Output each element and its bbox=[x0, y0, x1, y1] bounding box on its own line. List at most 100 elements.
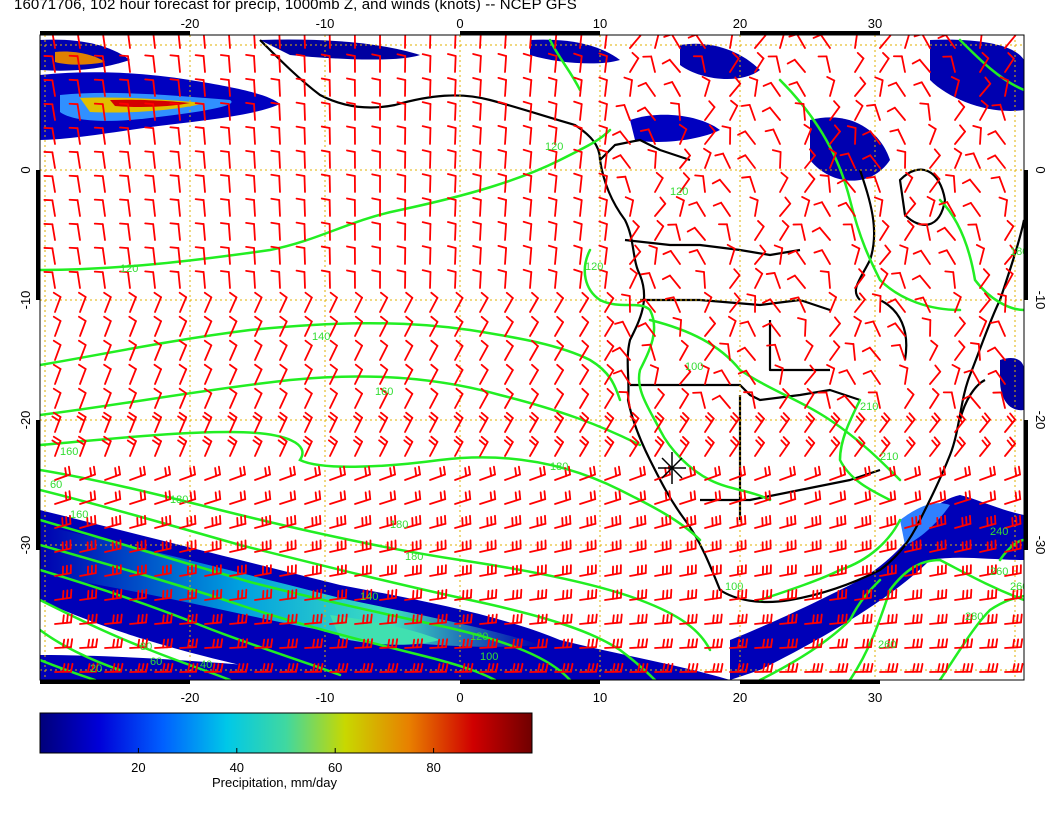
wind-barb bbox=[396, 197, 407, 217]
wind-barb bbox=[429, 339, 439, 361]
wind-barb bbox=[203, 387, 213, 409]
wind-barb bbox=[837, 201, 856, 217]
wind-barb bbox=[346, 269, 356, 289]
wind-barb bbox=[128, 387, 137, 409]
lon-tick-bottom: 10 bbox=[593, 690, 607, 705]
wind-barb bbox=[954, 539, 972, 553]
lat-tick-right: 0 bbox=[1033, 166, 1048, 173]
wind-barb bbox=[154, 514, 172, 529]
wind-barb bbox=[929, 514, 947, 529]
wind-barb bbox=[129, 613, 148, 625]
wind-barb bbox=[854, 76, 867, 97]
contour-label: 120 bbox=[670, 186, 688, 198]
wind-barb bbox=[229, 490, 247, 505]
wind-barb bbox=[504, 613, 523, 625]
wind-barb bbox=[295, 125, 306, 145]
wind-barb bbox=[529, 363, 539, 385]
lat-tick-left: 0 bbox=[18, 166, 33, 173]
wind-barb bbox=[692, 391, 706, 409]
wind-barb bbox=[277, 435, 288, 457]
wind-barb bbox=[654, 613, 673, 625]
wind-barb bbox=[304, 588, 323, 601]
wind-barb bbox=[637, 322, 656, 337]
wind-barb bbox=[929, 663, 949, 673]
wind-barb bbox=[203, 363, 213, 385]
wind-barb bbox=[703, 147, 712, 169]
wind-barb bbox=[279, 465, 296, 481]
wind-barb bbox=[245, 197, 256, 217]
wind-barb bbox=[826, 76, 836, 97]
wind-barb bbox=[219, 54, 231, 73]
wind-barb bbox=[604, 539, 622, 553]
wind-barb bbox=[612, 154, 631, 169]
wind-barb bbox=[421, 125, 432, 145]
wind-barb bbox=[354, 315, 363, 337]
wind-barb bbox=[522, 220, 533, 241]
wind-barb bbox=[219, 270, 231, 289]
wind-barb bbox=[52, 363, 62, 385]
wind-barb bbox=[944, 270, 956, 289]
wind-barb bbox=[93, 246, 106, 265]
wind-barb bbox=[649, 364, 660, 385]
wind-barb bbox=[54, 613, 73, 625]
contour-label: 260 bbox=[990, 566, 1008, 578]
wind-barb bbox=[879, 244, 892, 265]
wind-barb bbox=[911, 58, 931, 73]
wind-barb bbox=[618, 391, 631, 409]
wind-barb bbox=[804, 588, 823, 601]
wind-barb bbox=[854, 436, 866, 457]
wind-barb bbox=[429, 663, 449, 673]
wind-barb bbox=[78, 363, 87, 385]
wind-barb bbox=[754, 220, 765, 241]
colorbar-tick-label: 20 bbox=[131, 760, 145, 775]
wind-barb bbox=[817, 55, 831, 73]
wind-barb bbox=[529, 387, 539, 409]
wind-barb bbox=[887, 81, 906, 97]
wind-barb bbox=[972, 125, 982, 145]
wind-barb bbox=[879, 539, 897, 553]
wind-barb bbox=[914, 296, 931, 313]
wind-barb bbox=[270, 269, 281, 289]
wind-barb bbox=[78, 315, 87, 337]
wind-barb bbox=[219, 78, 231, 97]
wind-barb bbox=[194, 222, 206, 241]
wind-barb bbox=[754, 35, 767, 49]
wind-barb bbox=[346, 125, 356, 145]
wind-barb bbox=[270, 173, 281, 193]
wind-barb bbox=[295, 197, 306, 217]
wind-barb bbox=[254, 663, 274, 673]
wind-barb bbox=[579, 35, 583, 49]
wind-barb bbox=[713, 369, 731, 385]
wind-barb bbox=[320, 53, 331, 73]
wind-barb bbox=[979, 76, 992, 97]
wind-barb bbox=[579, 411, 590, 433]
wind-barb bbox=[454, 315, 464, 337]
wind-barb bbox=[1004, 52, 1015, 73]
wind-barb bbox=[904, 490, 922, 505]
wind-barb bbox=[754, 588, 773, 601]
wind-barb bbox=[504, 638, 524, 649]
wind-barb bbox=[479, 363, 489, 385]
wind-barb bbox=[144, 198, 156, 217]
wind-barb bbox=[354, 588, 373, 601]
wind-barb bbox=[504, 35, 507, 49]
wind-barb bbox=[829, 412, 841, 433]
wind-barb bbox=[804, 364, 817, 385]
wind-barb bbox=[879, 613, 898, 625]
wind-barb bbox=[245, 53, 256, 73]
wind-barb bbox=[998, 196, 1008, 217]
wind-barb bbox=[954, 663, 974, 673]
wind-barb bbox=[737, 369, 756, 385]
wind-barb bbox=[726, 243, 736, 265]
wind-barb bbox=[227, 435, 238, 457]
wind-barb bbox=[729, 465, 746, 481]
wind-barb bbox=[547, 220, 558, 241]
wind-barb bbox=[522, 76, 533, 97]
wind-barb bbox=[429, 35, 432, 49]
wind-barb bbox=[497, 76, 508, 97]
wind-barb bbox=[679, 490, 697, 505]
wind-barb bbox=[729, 99, 739, 121]
wind-barb bbox=[119, 270, 131, 289]
lon-tick-top: 30 bbox=[868, 16, 882, 31]
wind-barb bbox=[472, 77, 482, 97]
